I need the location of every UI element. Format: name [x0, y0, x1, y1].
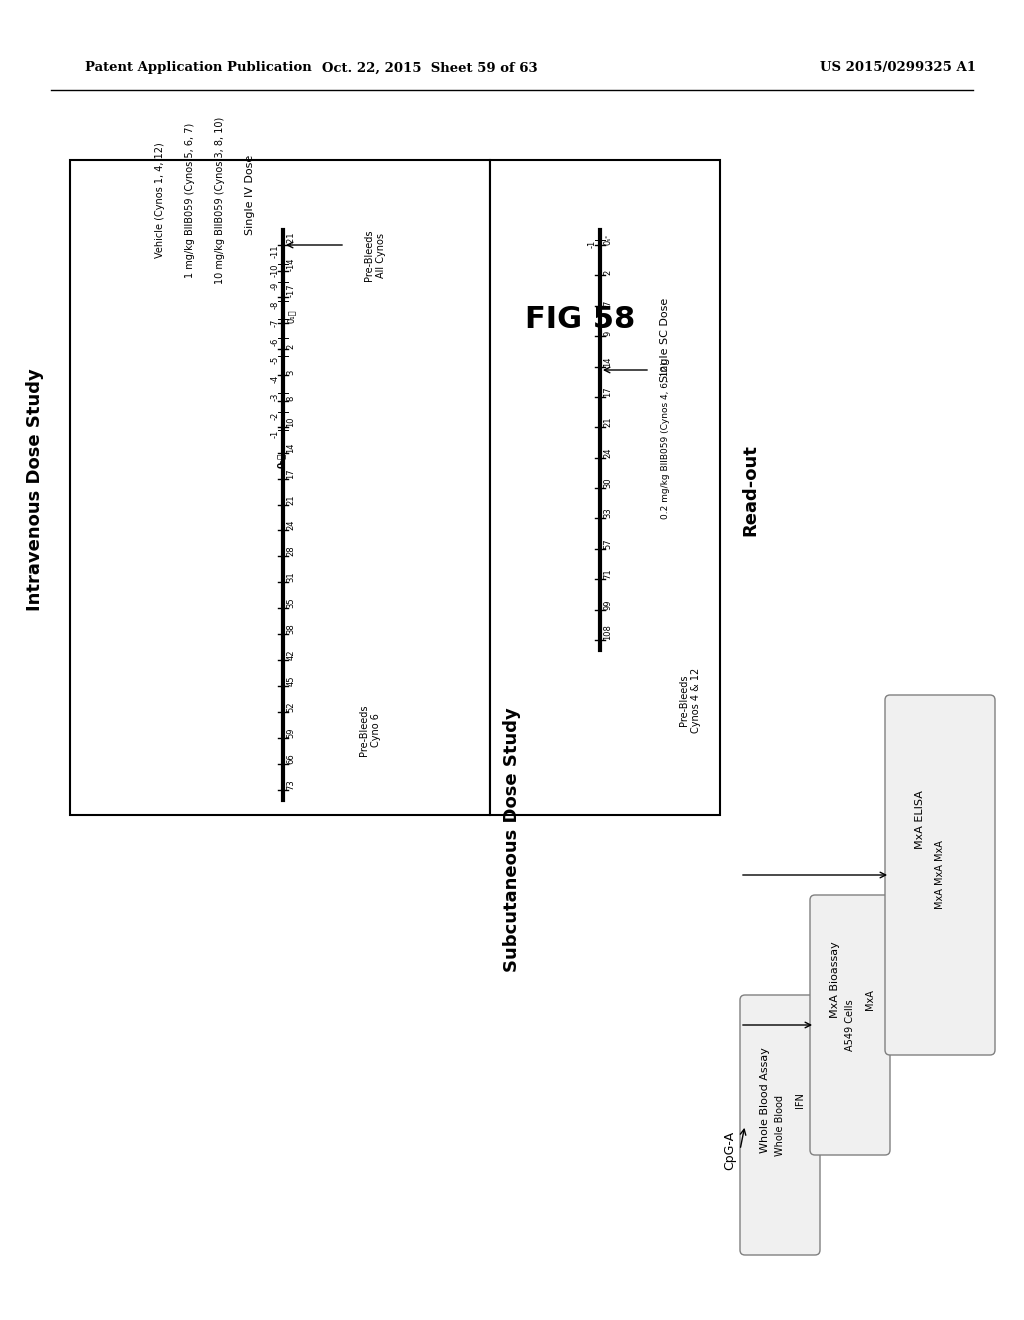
- Text: Patent Application Publication: Patent Application Publication: [85, 62, 311, 74]
- Bar: [70, 160, 490, 814]
- Text: 0ₛᶜ: 0ₛᶜ: [603, 234, 612, 246]
- Text: 30: 30: [603, 478, 612, 488]
- Text: -1: -1: [588, 240, 597, 248]
- Text: Pre-Bleeds
Cynos 4 & 12: Pre-Bleeds Cynos 4 & 12: [679, 668, 700, 733]
- Text: 33: 33: [603, 508, 612, 519]
- Text: 7: 7: [603, 301, 612, 306]
- Text: Pre-Bleeds
All Cynos: Pre-Bleeds All Cynos: [365, 230, 386, 281]
- Text: 52: 52: [287, 702, 296, 713]
- Text: Subcutaneous Dose Study: Subcutaneous Dose Study: [503, 708, 521, 973]
- Text: 35: 35: [287, 598, 296, 609]
- Text: Oct. 22, 2015  Sheet 59 of 63: Oct. 22, 2015 Sheet 59 of 63: [323, 62, 538, 74]
- FancyBboxPatch shape: [740, 995, 820, 1255]
- Text: 2: 2: [603, 271, 612, 276]
- Text: -17: -17: [287, 284, 296, 297]
- Text: 28: 28: [287, 545, 296, 557]
- Text: Whole Blood Assay: Whole Blood Assay: [760, 1047, 770, 1152]
- Text: CpG-A: CpG-A: [724, 1130, 736, 1170]
- Text: Intravenous Dose Study: Intravenous Dose Study: [26, 368, 44, 611]
- Text: 99: 99: [603, 599, 612, 610]
- Text: IFN: IFN: [795, 1092, 805, 1107]
- Text: -21: -21: [287, 231, 296, 246]
- Text: 0₁ᵜ: 0₁ᵜ: [287, 309, 296, 323]
- Text: MxA MxA MxA: MxA MxA MxA: [935, 841, 945, 909]
- Text: -11: -11: [270, 246, 280, 259]
- Text: -8: -8: [270, 301, 280, 309]
- Text: 1 mg/kg BllB059 (Cynos 5, 6, 7): 1 mg/kg BllB059 (Cynos 5, 6, 7): [185, 123, 195, 277]
- Text: 8: 8: [287, 395, 296, 401]
- Text: 21: 21: [603, 417, 612, 428]
- Text: -1: -1: [270, 430, 280, 438]
- Text: -9: -9: [270, 282, 280, 290]
- Text: 14: 14: [287, 442, 296, 453]
- Text: 17: 17: [603, 387, 612, 397]
- Text: -14: -14: [287, 257, 296, 271]
- Text: FIG 58: FIG 58: [525, 305, 635, 334]
- Text: 66: 66: [287, 754, 296, 764]
- Text: 17: 17: [287, 469, 296, 479]
- Text: -7: -7: [270, 319, 280, 327]
- Text: 21: 21: [287, 494, 296, 504]
- Text: 38: 38: [287, 623, 296, 635]
- Text: MxA: MxA: [865, 990, 874, 1010]
- Text: Vehicle (Cynos 1, 4, 12): Vehicle (Cynos 1, 4, 12): [155, 143, 165, 257]
- Text: 45: 45: [287, 676, 296, 686]
- Text: -2: -2: [270, 412, 280, 420]
- Text: 71: 71: [603, 569, 612, 579]
- Text: 73: 73: [287, 779, 296, 789]
- Text: 59: 59: [287, 727, 296, 738]
- Text: MxA ELISA: MxA ELISA: [915, 791, 925, 850]
- Text: US 2015/0299325 A1: US 2015/0299325 A1: [820, 62, 976, 74]
- Bar: [490, 160, 720, 814]
- Text: 0₁ᵜ: 0₁ᵜ: [276, 453, 286, 467]
- Text: -4: -4: [270, 375, 280, 383]
- Text: 0.2 mg/kg BllB059 (Cynos 4, 6, 12): 0.2 mg/kg BllB059 (Cynos 4, 6, 12): [660, 362, 670, 519]
- Text: 42: 42: [287, 649, 296, 660]
- Text: 2: 2: [287, 343, 296, 348]
- Text: -5: -5: [270, 356, 280, 364]
- Text: 57: 57: [603, 539, 612, 549]
- Text: 24: 24: [603, 447, 612, 458]
- FancyBboxPatch shape: [885, 696, 995, 1055]
- Text: 9: 9: [603, 331, 612, 337]
- Text: 31: 31: [287, 572, 296, 582]
- Text: Read-out: Read-out: [741, 444, 759, 536]
- Text: 10: 10: [287, 416, 296, 426]
- Text: 24: 24: [287, 520, 296, 531]
- Text: 108: 108: [603, 624, 612, 640]
- Text: A549 Cells: A549 Cells: [845, 999, 855, 1051]
- Text: -6: -6: [270, 338, 280, 346]
- Text: Single SC Dose: Single SC Dose: [660, 298, 670, 381]
- Text: Pre-Bleeds
Cyno 6: Pre-Bleeds Cyno 6: [359, 705, 381, 756]
- Text: Single IV Dose: Single IV Dose: [245, 154, 255, 235]
- Text: Whole Blood: Whole Blood: [775, 1094, 785, 1155]
- Text: -3: -3: [270, 393, 280, 401]
- FancyBboxPatch shape: [810, 895, 890, 1155]
- Text: 14: 14: [603, 356, 612, 367]
- Text: -10: -10: [270, 264, 280, 277]
- Text: 10 mg/kg BllB059 (Cynos 3, 8, 10): 10 mg/kg BllB059 (Cynos 3, 8, 10): [215, 116, 225, 284]
- Text: MxA Bioassay: MxA Bioassay: [830, 941, 840, 1018]
- Text: 3: 3: [287, 370, 296, 375]
